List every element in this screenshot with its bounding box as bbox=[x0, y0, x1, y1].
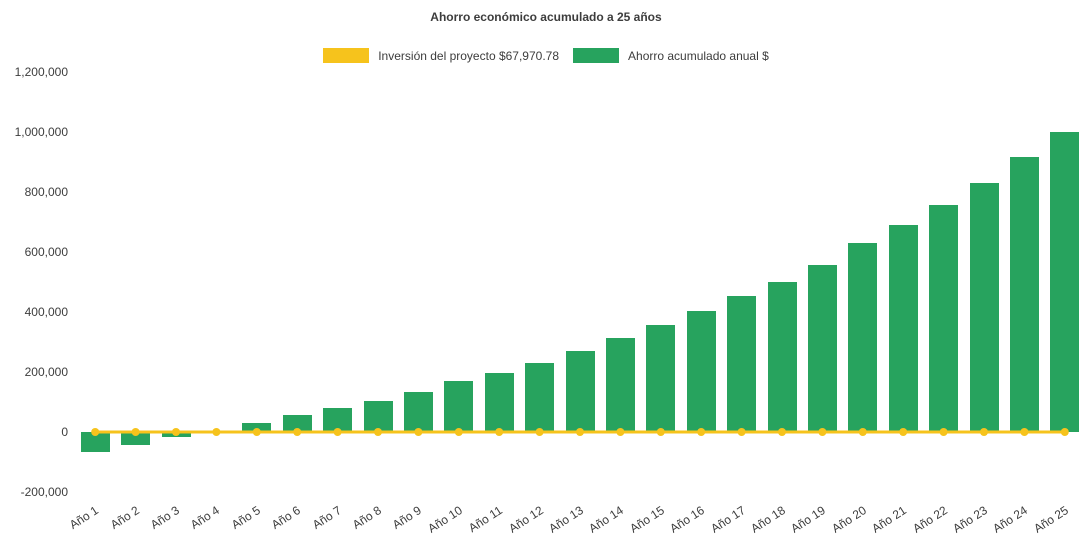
legend-item-investment[interactable]: Inversión del proyecto $67,970.78 bbox=[323, 48, 559, 63]
y-axis-tick-label: 600,000 bbox=[24, 245, 68, 259]
bar-año-13 bbox=[565, 351, 595, 432]
savings-color-swatch bbox=[573, 48, 620, 63]
bar-año-2 bbox=[121, 432, 151, 445]
legend-label-savings: Ahorro acumulado anual $ bbox=[628, 48, 769, 63]
bar-año-18 bbox=[767, 282, 797, 432]
bar-año-20 bbox=[848, 243, 878, 432]
bar-año-22 bbox=[929, 204, 959, 432]
bar-año-4 bbox=[201, 430, 231, 432]
bar-año-5 bbox=[242, 423, 272, 432]
bar-año-15 bbox=[646, 324, 676, 432]
y-axis-tick-label: 0 bbox=[61, 425, 68, 439]
bar-año-12 bbox=[525, 363, 555, 432]
bar-año-10 bbox=[444, 381, 474, 432]
y-axis-tick-label: -200,000 bbox=[20, 485, 68, 499]
y-axis-tick-label: 800,000 bbox=[24, 185, 68, 199]
bar-año-8 bbox=[363, 401, 393, 432]
bar-año-1 bbox=[80, 432, 110, 452]
bar-año-11 bbox=[484, 372, 514, 432]
bar-año-23 bbox=[969, 183, 999, 432]
bar-año-16 bbox=[686, 311, 716, 432]
bar-año-7 bbox=[323, 408, 353, 432]
y-axis-tick-label: 200,000 bbox=[24, 365, 68, 379]
bar-año-24 bbox=[1009, 156, 1039, 432]
bar-año-25 bbox=[1050, 132, 1080, 432]
bar-año-6 bbox=[282, 414, 312, 432]
bar-año-21 bbox=[888, 225, 918, 432]
legend: Inversión del proyecto $67,970.78 Ahorro… bbox=[0, 48, 1092, 63]
bar-año-19 bbox=[807, 264, 837, 432]
bar-año-9 bbox=[403, 392, 433, 432]
bar-año-14 bbox=[605, 338, 635, 432]
legend-item-savings[interactable]: Ahorro acumulado anual $ bbox=[573, 48, 769, 63]
legend-label-investment: Inversión del proyecto $67,970.78 bbox=[378, 48, 560, 63]
bar-año-3 bbox=[161, 432, 191, 438]
chart-title: Ahorro económico acumulado a 25 años bbox=[430, 10, 662, 24]
investment-color-swatch bbox=[323, 48, 370, 63]
y-axis-tick-label: 1,200,000 bbox=[14, 65, 68, 79]
bar-año-17 bbox=[727, 296, 757, 432]
y-axis-tick-label: 400,000 bbox=[24, 305, 68, 319]
y-axis-tick-label: 1,000,000 bbox=[14, 125, 68, 139]
